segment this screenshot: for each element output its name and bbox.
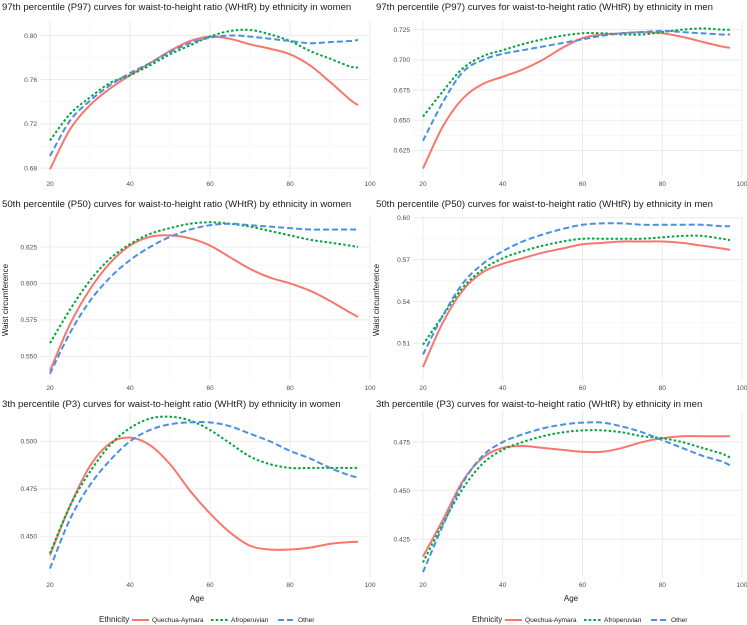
y-tick-label: 0.450 — [393, 488, 410, 495]
y-tick-label: 0.550 — [20, 354, 37, 361]
legend-label-other-right: Other — [671, 617, 688, 624]
x-tick-label: 60 — [206, 582, 214, 589]
series-line-afro — [49, 221, 359, 344]
panel-title: 50th percentile (P50) curves for waist-t… — [376, 199, 713, 210]
y-tick-label: 0.80 — [24, 33, 37, 40]
series-line-quechua — [422, 31, 731, 169]
y-tick-label: 0.68 — [24, 165, 37, 172]
x-tick-label: 40 — [126, 181, 134, 188]
legend-label-afro-left: Afroperuvian — [231, 617, 269, 624]
series-line-other — [49, 34, 359, 157]
series-line-afro — [49, 415, 358, 554]
x-tick-label: 40 — [126, 385, 134, 392]
series-line-quechua — [422, 435, 731, 558]
legend-title-right: Ethnicity — [472, 615, 502, 624]
x-tick-label: 80 — [659, 181, 667, 188]
chart-panel-3: 50th percentile (P50) curves for waist-t… — [2, 199, 376, 392]
x-tick-label: 60 — [579, 181, 587, 188]
x-tick-label: 100 — [364, 582, 375, 589]
legend-label-quechua-right: Quechua-Aymara — [525, 617, 577, 624]
x-tick-label: 20 — [419, 181, 427, 188]
series-line-other — [49, 421, 359, 569]
series-line-afro — [422, 234, 731, 346]
y-tick-label: 0.51 — [397, 341, 410, 348]
x-tick-label: 20 — [46, 385, 54, 392]
y-tick-label: 0.650 — [393, 118, 410, 125]
series-line-quechua — [49, 35, 359, 170]
y-tick-label: 0.425 — [393, 536, 410, 543]
x-axis-label-left: Age — [190, 594, 205, 603]
series-line-quechua — [422, 240, 731, 368]
x-axis-label-right: Age — [564, 594, 579, 603]
x-tick-label: 60 — [206, 181, 214, 188]
x-tick-label: 80 — [286, 181, 294, 188]
x-tick-label: 60 — [579, 582, 587, 589]
y-tick-label: 0.625 — [393, 148, 410, 155]
y-tick-label: 0.675 — [393, 87, 410, 94]
y-tick-label: 0.60 — [397, 215, 410, 222]
y-tick-label: 0.475 — [393, 439, 410, 446]
panel-title: 50th percentile (P50) curves for waist-t… — [2, 199, 351, 210]
x-tick-label: 40 — [499, 582, 507, 589]
y-tick-label: 0.57 — [397, 257, 410, 264]
y-tick-label: 0.600 — [20, 281, 37, 288]
series-line-quechua — [49, 436, 359, 556]
legend-label-quechua-left: Quechua-Aymara — [152, 617, 204, 624]
x-tick-label: 100 — [736, 385, 747, 392]
y-axis-label-left: Waist circumference — [1, 263, 10, 336]
x-tick-label: 20 — [419, 582, 427, 589]
x-tick-label: 40 — [499, 385, 507, 392]
x-tick-label: 100 — [736, 582, 747, 589]
y-tick-label: 0.475 — [20, 486, 37, 493]
chart-panel-2: 97th percentile (P97) curves for waist-t… — [376, 2, 747, 188]
series-line-other — [49, 222, 358, 375]
x-tick-label: 80 — [286, 385, 294, 392]
panel-title: 3th percentile (P3) curves for waist-to-… — [2, 399, 341, 410]
series-line-afro — [422, 429, 731, 563]
panel-title: 97th percentile (P97) curves for waist-t… — [376, 2, 713, 13]
chart-panel-1: 97th percentile (P97) curves for waist-t… — [2, 2, 376, 188]
legend-title-left: Ethnicity — [99, 615, 129, 624]
x-tick-label: 100 — [364, 181, 375, 188]
series-line-other — [422, 29, 731, 142]
y-tick-label: 0.450 — [20, 534, 37, 541]
x-tick-label: 80 — [659, 385, 667, 392]
y-tick-label: 0.500 — [20, 439, 37, 446]
series-line-afro — [49, 28, 359, 142]
x-tick-label: 20 — [46, 181, 54, 188]
x-tick-label: 60 — [579, 385, 587, 392]
x-tick-label: 60 — [206, 385, 214, 392]
x-tick-label: 20 — [419, 385, 427, 392]
y-tick-label: 0.575 — [20, 317, 37, 324]
y-tick-label: 0.76 — [24, 77, 37, 84]
x-tick-label: 40 — [126, 582, 134, 589]
x-tick-label: 40 — [499, 181, 507, 188]
chart-panel-5: 3th percentile (P3) curves for waist-to-… — [2, 399, 376, 589]
x-tick-label: 80 — [659, 582, 667, 589]
x-tick-label: 100 — [364, 385, 375, 392]
series-line-other — [422, 222, 731, 355]
y-tick-label: 0.700 — [393, 57, 410, 64]
series-line-afro — [422, 27, 731, 118]
x-tick-label: 100 — [736, 181, 747, 188]
series-line-quechua — [49, 234, 359, 372]
legend-label-afro-right: Afroperuvian — [604, 617, 642, 624]
y-tick-label: 0.54 — [397, 299, 410, 306]
series-line-other — [422, 421, 731, 573]
chart-panel-4: 50th percentile (P50) curves for waist-t… — [376, 199, 747, 392]
legend-label-other-left: Other — [298, 617, 315, 624]
y-tick-label: 0.72 — [24, 121, 37, 128]
panel-grid: 97th percentile (P97) curves for waist-t… — [2, 2, 747, 589]
legend: Ethnicity Quechua-Aymara Afroperuvian Ot… — [99, 615, 688, 624]
y-tick-label: 0.625 — [20, 244, 37, 251]
chart-panel-6: 3th percentile (P3) curves for waist-to-… — [376, 399, 747, 589]
x-tick-label: 80 — [286, 582, 294, 589]
panel-title: 97th percentile (P97) curves for waist-t… — [2, 2, 351, 13]
x-tick-label: 20 — [46, 582, 54, 589]
panel-title: 3th percentile (P3) curves for waist-to-… — [376, 399, 702, 410]
y-tick-label: 0.725 — [393, 27, 410, 34]
y-axis-label-right: Waist circumference — [372, 263, 381, 336]
